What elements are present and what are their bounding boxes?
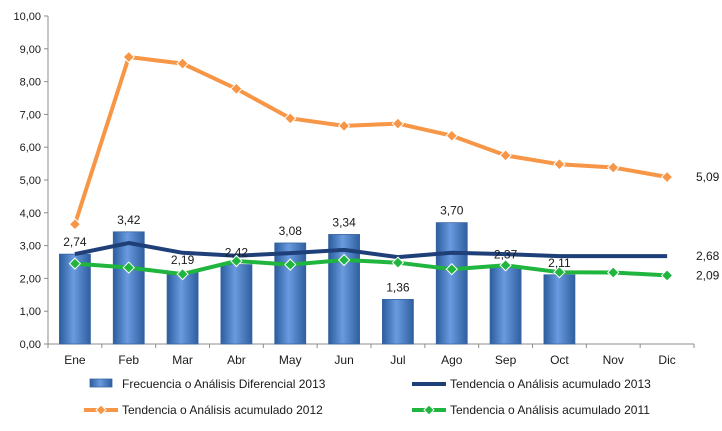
series-point bbox=[284, 112, 297, 125]
bar bbox=[166, 271, 199, 345]
bar bbox=[435, 222, 468, 345]
bar-data-label: 3,42 bbox=[117, 213, 141, 227]
x-tick-label: Nov bbox=[603, 353, 624, 367]
y-tick-label: 10,00 bbox=[13, 11, 41, 23]
x-tick-label: Ene bbox=[64, 353, 86, 367]
series-point bbox=[337, 253, 351, 267]
series-point bbox=[391, 117, 405, 130]
bar bbox=[382, 298, 414, 345]
y-tick-label: 4,00 bbox=[20, 208, 41, 220]
x-tick-label: Abr bbox=[227, 353, 246, 367]
bar bbox=[112, 231, 145, 345]
bar-data-label: 3,34 bbox=[332, 215, 356, 229]
legend-label: Tendencia o Análisis acumulado 2011 bbox=[450, 403, 650, 417]
series-point bbox=[230, 82, 243, 96]
series-point bbox=[176, 57, 189, 70]
series-point bbox=[122, 261, 135, 274]
series-point bbox=[660, 170, 674, 184]
y-tick-label: 7,00 bbox=[20, 109, 41, 121]
bar-data-label: 3,08 bbox=[279, 224, 303, 238]
bar bbox=[220, 264, 253, 345]
y-tick-label: 3,00 bbox=[20, 241, 41, 253]
legend: Frecuencia o Análisis Diferencial 2013 Te… bbox=[84, 377, 651, 417]
series-point bbox=[122, 50, 135, 64]
bar-data-label: 2,74 bbox=[63, 235, 87, 249]
bar bbox=[543, 274, 576, 345]
bar-data-label: 2,11 bbox=[548, 256, 571, 270]
x-tick-label: Mar bbox=[172, 353, 193, 367]
series-point bbox=[391, 256, 405, 269]
series-line bbox=[74, 241, 668, 260]
x-tick-label: Jun bbox=[334, 353, 353, 367]
x-tick-label: Oct bbox=[550, 353, 569, 367]
y-tick-label: 0,00 bbox=[20, 339, 41, 351]
bar-data-label: 1,36 bbox=[386, 280, 410, 294]
y-tick-label: 6,00 bbox=[20, 142, 41, 154]
bar-series bbox=[59, 222, 576, 345]
bar-data-label: 3,70 bbox=[440, 204, 464, 218]
series-point bbox=[337, 119, 351, 133]
series-end-label: 2,09 bbox=[696, 268, 720, 282]
x-tick-label: May bbox=[279, 353, 302, 367]
series-point bbox=[230, 254, 243, 268]
y-tick-label: 5,00 bbox=[20, 175, 41, 187]
series-point bbox=[607, 266, 620, 279]
series-line bbox=[74, 258, 668, 278]
legend-marker bbox=[423, 404, 435, 416]
series-point bbox=[68, 257, 82, 270]
series-line bbox=[72, 55, 668, 225]
y-tick-label: 8,00 bbox=[20, 77, 41, 89]
series-point bbox=[499, 259, 512, 272]
series-point bbox=[445, 129, 458, 142]
bar-data-label: 2,19 bbox=[171, 253, 195, 267]
series-point bbox=[445, 263, 458, 276]
series-point bbox=[660, 269, 674, 282]
series-point bbox=[284, 258, 297, 271]
series-end-label: 5,09 bbox=[696, 170, 720, 184]
x-tick-label: Feb bbox=[118, 353, 139, 367]
x-tick-label: Ago bbox=[441, 353, 463, 367]
legend-label: Tendencia o Análisis acumulado 2012 bbox=[122, 403, 323, 417]
legend-label: Tendencia o Análisis acumulado 2013 bbox=[450, 377, 651, 391]
series-point bbox=[176, 267, 189, 281]
axes: 0,00 1,00 2,00 3,00 4,00 5,00 6,00 7,00 8,00 9,00… bbox=[13, 11, 695, 367]
legend-swatch bbox=[89, 378, 113, 388]
series-point bbox=[68, 218, 82, 231]
data-labels: 2,74 3,42 2,19 2,42 3,08 3,34 1,36 3,70 2,37 2,11… bbox=[63, 170, 719, 294]
x-tick-label: Dic bbox=[658, 353, 675, 367]
series-end-label: 2,68 bbox=[696, 249, 720, 263]
bar bbox=[274, 242, 307, 345]
series-point bbox=[499, 149, 512, 162]
y-tick-label: 9,00 bbox=[20, 44, 41, 56]
series-point bbox=[607, 161, 620, 174]
legend-marker bbox=[95, 404, 107, 416]
y-tick-label: 1,00 bbox=[20, 306, 41, 318]
series-point bbox=[553, 158, 566, 171]
bar-data-label: 2,42 bbox=[225, 246, 249, 260]
x-tick-label: Sep bbox=[495, 353, 517, 367]
line-series bbox=[68, 50, 674, 282]
bar bbox=[489, 265, 522, 345]
series-point bbox=[553, 265, 566, 279]
y-tick-label: 2,00 bbox=[20, 273, 41, 285]
legend-label: Frecuencia o Análisis Diferencial 2013 bbox=[122, 377, 326, 391]
bar-data-label: 2,37 bbox=[494, 247, 518, 261]
x-tick-label: Jul bbox=[390, 353, 405, 367]
